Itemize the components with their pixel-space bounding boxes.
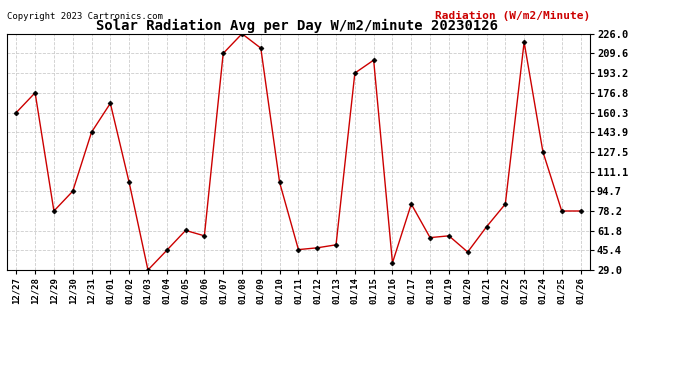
Text: Solar Radiation Avg per Day W/m2/minute 20230126: Solar Radiation Avg per Day W/m2/minute … bbox=[96, 19, 497, 33]
Text: Radiation (W/m2/Minute): Radiation (W/m2/Minute) bbox=[435, 11, 590, 21]
Text: Copyright 2023 Cartronics.com: Copyright 2023 Cartronics.com bbox=[7, 12, 163, 21]
